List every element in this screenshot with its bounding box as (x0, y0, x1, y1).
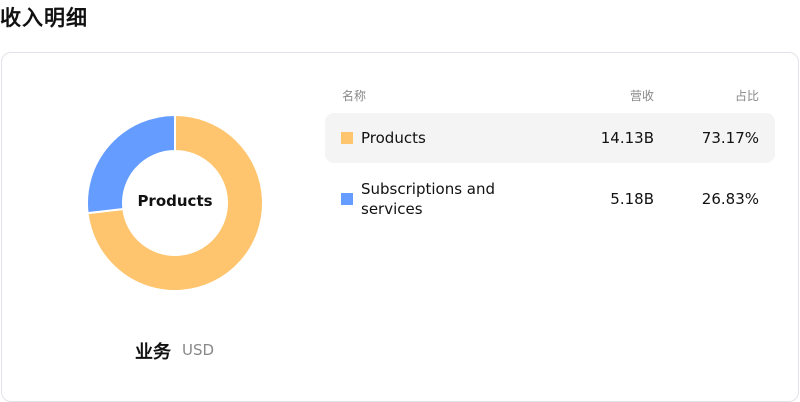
row-name: Products (361, 129, 426, 147)
donut-slice-subscriptions-and-services[interactable] (86, 113, 176, 215)
row-share: 26.83% (701, 190, 759, 208)
row-revenue: 14.13B (600, 129, 654, 147)
donut-slice-products[interactable] (86, 113, 264, 292)
color-swatch (341, 132, 353, 144)
page-title: 收入明细 (0, 6, 88, 30)
row-revenue: 5.18B (610, 190, 654, 208)
table-row[interactable]: Subscriptions and services 5.18B 26.83% (325, 174, 775, 224)
header-name: 名称 (342, 89, 367, 103)
header-revenue: 营收 (629, 89, 654, 103)
currency-label: USD (182, 341, 215, 359)
row-name: Subscriptions and services (361, 180, 496, 218)
donut-center-label: Products (137, 192, 213, 210)
color-swatch (341, 193, 353, 205)
header-share: 占比 (734, 89, 759, 103)
segment-label: 业务 (135, 342, 171, 363)
row-share: 73.17% (701, 129, 759, 147)
table-row[interactable]: Products 14.13B 73.17% (325, 113, 775, 163)
